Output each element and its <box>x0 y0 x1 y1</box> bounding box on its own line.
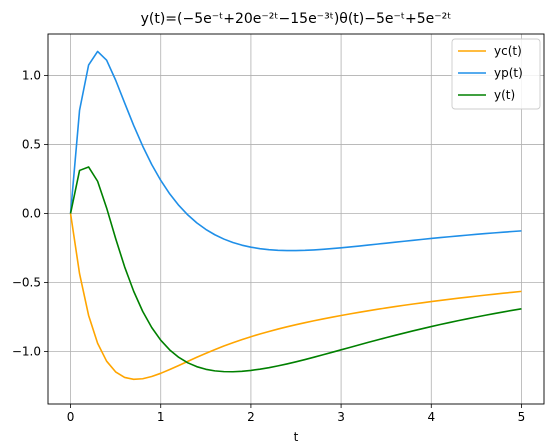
ticks: 0 1 2 3 4 5 −1.0 −0.5 0.0 0.5 1.0 <box>12 68 525 424</box>
plot-frame <box>47 33 545 405</box>
legend-box <box>451 38 541 110</box>
x-tick-label: 2 <box>247 410 255 424</box>
series-lines <box>69 50 522 381</box>
y-tick-label: −1.0 <box>12 345 41 359</box>
x-tick-label: 3 <box>337 410 345 424</box>
x-axis-label: t <box>294 430 299 444</box>
y-tick-label: 0.5 <box>22 137 41 151</box>
legend-label-ypt: yp(t) <box>494 66 523 80</box>
x-tick-label: 0 <box>67 410 75 424</box>
series-line-yt <box>69 166 522 373</box>
legend: yc(t) yp(t) y(t) <box>451 38 541 110</box>
x-tick-label: 5 <box>518 410 526 424</box>
series-line-ypt <box>69 50 522 252</box>
x-tick-label: 4 <box>427 410 435 424</box>
y-tick-label: 1.0 <box>22 68 41 82</box>
chart-title: y(t)=(−5e⁻ᵗ+20e⁻²ᵗ−15e⁻³ᵗ)θ(t)−5e⁻ᵗ+5e⁻²… <box>141 11 452 27</box>
legend-label-yt: y(t) <box>494 88 515 102</box>
y-tick-label: 0.0 <box>22 206 41 220</box>
legend-label-yct: yc(t) <box>494 44 522 58</box>
y-tick-label: −0.5 <box>12 276 41 290</box>
series-line-yct <box>69 213 522 381</box>
x-tick-label: 1 <box>157 410 165 424</box>
